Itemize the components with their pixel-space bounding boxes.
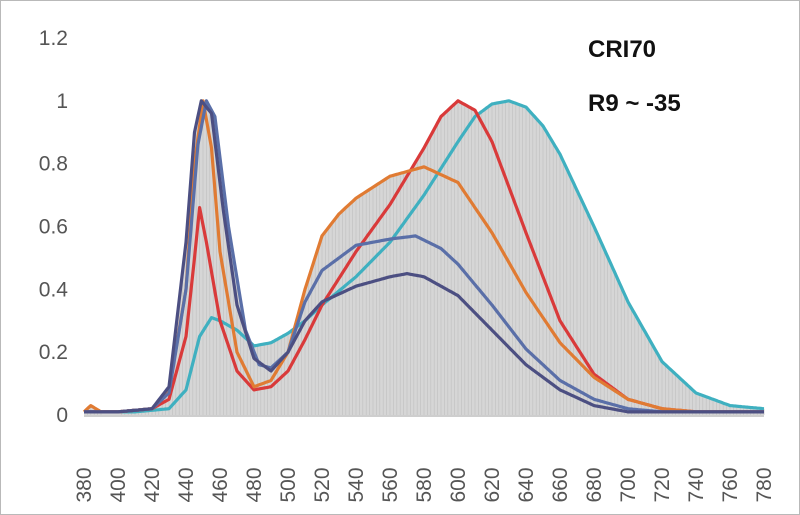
x-tick-label: 400: [107, 467, 130, 502]
series-line-5: [84, 99, 764, 414]
x-tick-label: 600: [447, 467, 470, 502]
series-line-1: [84, 99, 765, 414]
y-tick-label: 0.8: [39, 153, 68, 176]
series-lines: [82, 99, 765, 414]
x-tick-label: 380: [73, 467, 96, 502]
x-tick-label: 480: [243, 467, 266, 502]
y-tick-label: 1: [56, 90, 68, 113]
spectrum-hatch: [87, 100, 765, 415]
x-tick-label: 500: [277, 467, 300, 502]
y-tick-label: 0.6: [39, 216, 68, 239]
x-tick-label: 620: [481, 467, 504, 502]
y-tick-label: 0.4: [39, 278, 69, 301]
x-tick-label: 540: [345, 467, 368, 502]
y-tick-labels: 0 0.2 0.4 0.6 0.8 1 1.2: [39, 27, 69, 427]
y-tick-label: 0: [56, 404, 68, 427]
annotation-cri: CRI70: [588, 36, 656, 63]
x-tick-label: 740: [685, 467, 708, 502]
y-tick-label: 1.2: [39, 27, 68, 50]
x-tick-label: 420: [141, 467, 164, 502]
x-tick-label: 660: [549, 467, 572, 502]
x-tick-label: 700: [617, 467, 640, 502]
x-tick-label: 560: [379, 467, 402, 502]
y-tick-label: 0.2: [39, 341, 68, 364]
x-tick-label: 440: [175, 467, 198, 502]
annotation-r9: R9 ~ -35: [588, 90, 681, 117]
x-tick-labels: 380 400 420 440 460 480 500 520 540 560 580 600 620 6…: [73, 467, 776, 502]
x-tick-label: 780: [753, 467, 776, 502]
x-tick-label: 760: [719, 467, 742, 502]
x-tick-label: 520: [311, 467, 334, 502]
x-tick-label: 640: [515, 467, 538, 502]
x-tick-label: 460: [209, 467, 232, 502]
x-tick-label: 580: [413, 467, 436, 502]
x-tick-label: 720: [651, 467, 674, 502]
x-tick-label: 680: [583, 467, 606, 502]
